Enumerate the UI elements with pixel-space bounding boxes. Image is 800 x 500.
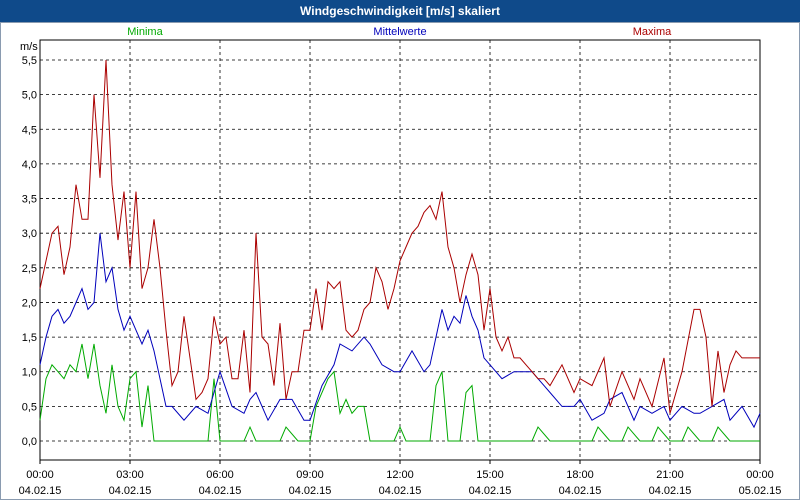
y-axis-ticks: 0,0 0,5 1,0 1,5 2,0 2,5 3,0 3,5 4,0 4,5 5,0 5,5 [22, 55, 37, 448]
x-tick-time: 21:00 [656, 469, 684, 481]
x-tick-date: 04.02.15 [379, 485, 422, 497]
x-tick-time: 03:00 [116, 469, 144, 481]
x-tick-date: 04.02.15 [649, 485, 692, 497]
series-line-minima [39, 343, 760, 442]
x-tick-date: 05.02.15 [739, 485, 782, 497]
x-tick-time: 00:00 [26, 469, 54, 481]
series-line-mittelwerte [39, 233, 761, 429]
legend-maxima: Maxima [633, 26, 672, 38]
series-line-maxima [39, 59, 760, 414]
x-tick-date: 04.02.15 [109, 485, 152, 497]
x-tick-date: 04.02.15 [19, 485, 62, 497]
x-tick-time: 00:00 [746, 469, 774, 481]
y-tick-label: 0,0 [22, 436, 37, 448]
y-tick-label: 2,0 [22, 297, 37, 309]
legend-minima: Minima [127, 26, 163, 38]
y-tick-label: 0,5 [22, 401, 37, 413]
x-axis-ticks: 00:00 04.02.15 03:00 04.02.15 06:00 04.02.15 0… [19, 460, 782, 497]
x-tick-time: 06:00 [206, 469, 234, 481]
y-tick-label: 1,0 [22, 367, 37, 379]
y-tick-label: 5,5 [22, 55, 37, 67]
series-lines [39, 59, 761, 442]
x-tick-time: 18:00 [566, 469, 594, 481]
y-tick-label: 1,5 [22, 332, 37, 344]
x-tick-time: 12:00 [386, 469, 414, 481]
y-tick-label: 4,0 [22, 159, 37, 171]
y-tick-label: 3,5 [22, 194, 37, 206]
legend-mittelwerte: Mittelwerte [373, 26, 426, 38]
x-tick-date: 04.02.15 [199, 485, 242, 497]
y-tick-label: 3,0 [22, 228, 37, 240]
x-tick-date: 04.02.15 [289, 485, 332, 497]
y-tick-label: 2,5 [22, 263, 37, 275]
x-tick-time: 09:00 [296, 469, 324, 481]
x-tick-date: 04.02.15 [559, 485, 602, 497]
chart-title: Windgeschwindigkeit [m/s] skaliert [0, 0, 800, 22]
y-tick-label: 5,0 [22, 90, 37, 102]
y-axis-label: m/s [20, 41, 38, 53]
x-tick-time: 15:00 [476, 469, 504, 481]
x-tick-date: 04.02.15 [469, 485, 512, 497]
y-tick-label: 4,5 [22, 124, 37, 136]
